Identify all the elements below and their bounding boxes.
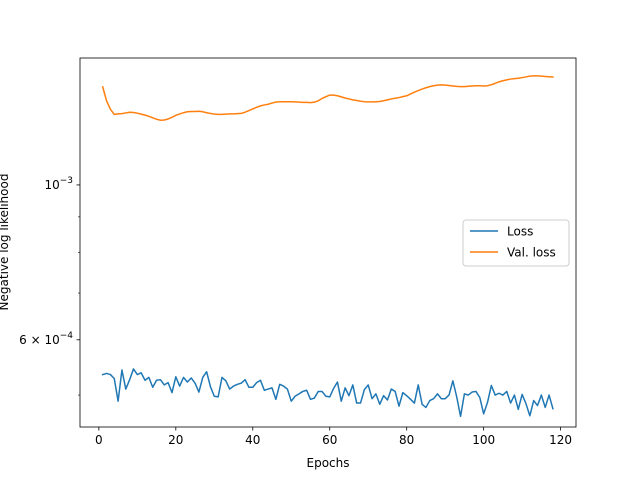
legend-label: Loss bbox=[507, 225, 533, 239]
series-line-val-loss bbox=[101, 75, 554, 121]
x-tick-label: 100 bbox=[472, 433, 495, 447]
x-tick-label: 120 bbox=[549, 433, 572, 447]
series-line-loss bbox=[101, 368, 554, 418]
series-layer bbox=[101, 75, 554, 418]
axes-layer: 0 20 40 60 80 100 120 10−3 6 × 10−4 bbox=[19, 57, 577, 447]
legend-label: Val. loss bbox=[507, 246, 556, 260]
x-tick-label: 20 bbox=[168, 433, 183, 447]
x-tick-label: 80 bbox=[399, 433, 414, 447]
x-tick-label: 40 bbox=[245, 433, 260, 447]
y-tick-label: 10−3 bbox=[44, 176, 73, 192]
axes-frame bbox=[79, 57, 577, 428]
y-axis-label: Negative log likelihood bbox=[0, 174, 11, 311]
x-tick-label: 0 bbox=[95, 433, 103, 447]
legend: Loss Val. loss bbox=[462, 219, 570, 267]
y-tick-label: 6 × 10−4 bbox=[19, 331, 73, 347]
x-tick-label: 60 bbox=[322, 433, 337, 447]
x-axis-label: Epochs bbox=[307, 456, 350, 470]
